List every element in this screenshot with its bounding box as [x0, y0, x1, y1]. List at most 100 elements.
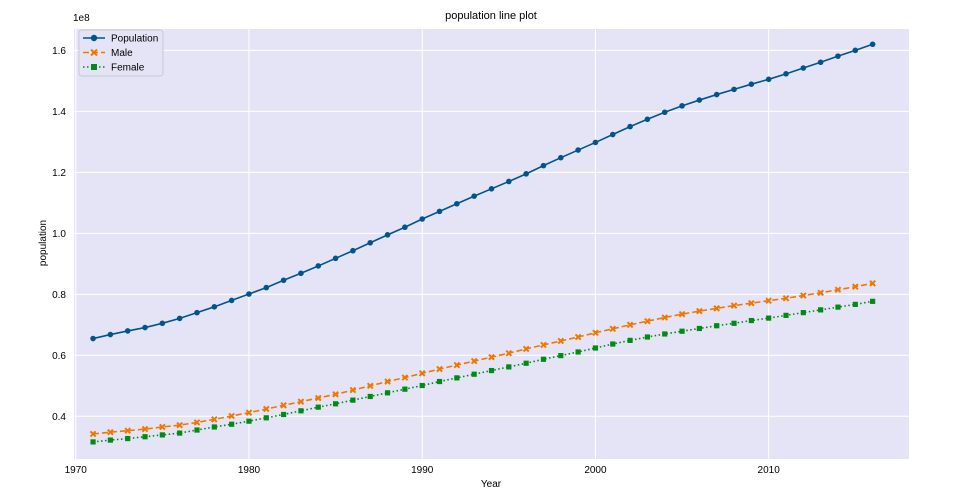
data-point-male [332, 391, 339, 398]
data-point-male [522, 345, 530, 353]
data-point-population [592, 139, 599, 146]
data-point-female [315, 404, 321, 410]
y-gridlines [74, 49, 909, 417]
data-point-population [731, 86, 737, 93]
legend-item-population: Population [83, 34, 158, 45]
data-point-population [506, 178, 512, 185]
data-point-male [176, 421, 183, 429]
data-point-male [124, 427, 132, 434]
data-point-female [488, 367, 495, 374]
data-point-female [263, 415, 269, 421]
data-point-female [783, 312, 789, 318]
data-point-population [280, 277, 287, 284]
data-point-population [90, 335, 96, 342]
data-point-male [817, 289, 824, 297]
data-point-male [349, 386, 357, 394]
data-point-male [141, 425, 149, 433]
legend-label-female: Female [111, 63, 145, 74]
data-point-male [834, 286, 842, 294]
data-point-male [297, 398, 305, 405]
data-point-female [229, 421, 235, 427]
data-point-female [402, 386, 408, 392]
data-point-female [523, 360, 529, 366]
legend-label-male: Male [111, 48, 133, 59]
data-point-male [401, 374, 409, 381]
data-point-male [245, 409, 253, 416]
data-point-legend-female [91, 64, 97, 70]
data-point-population [523, 171, 529, 177]
data-point-female [540, 356, 547, 362]
data-point-female [194, 427, 200, 433]
y-axis-label: population [38, 220, 49, 266]
data-point-male [730, 302, 738, 309]
data-point-male [574, 333, 582, 341]
data-point-population [315, 263, 322, 269]
data-point-population [419, 216, 426, 222]
data-point-female [350, 397, 356, 403]
data-point-male [626, 321, 634, 329]
data-point-male [748, 299, 755, 307]
data-point-population [488, 186, 495, 192]
data-point-male [540, 341, 547, 349]
data-point-male [644, 317, 651, 325]
data-point-population [661, 109, 668, 116]
data-point-female [367, 393, 373, 400]
data-point-female [696, 325, 702, 332]
y-offset-label: 1e8 [73, 13, 90, 24]
data-point-male [418, 369, 426, 377]
data-point-female [714, 323, 720, 329]
legend-item-male: Male [83, 48, 133, 59]
y-tick-label: 1.6 [52, 46, 66, 57]
data-point-male [488, 353, 495, 361]
data-point-female [454, 375, 460, 381]
data-point-female [852, 301, 858, 307]
data-point-male [453, 361, 461, 369]
data-point-male [470, 357, 478, 365]
data-point-population [142, 324, 148, 331]
data-point-population [159, 320, 166, 327]
data-point-male [505, 349, 513, 357]
data-point-female [298, 408, 304, 414]
data-point-population [609, 131, 616, 138]
data-point-legend-population [90, 34, 98, 42]
data-point-population [471, 193, 477, 199]
data-point-female [835, 304, 841, 310]
data-point-female [627, 337, 633, 343]
data-point-male [262, 405, 270, 413]
x-tick-label: 1980 [238, 465, 261, 476]
data-point-population [575, 147, 581, 153]
data-point-population [800, 65, 807, 71]
data-point-male [280, 402, 287, 409]
data-point-male [107, 428, 114, 436]
data-point-male [800, 292, 807, 299]
data-point-population [817, 59, 824, 66]
data-point-population [627, 123, 633, 130]
data-point-population [436, 208, 443, 215]
data-point-male [696, 307, 703, 315]
data-point-female [177, 430, 183, 436]
data-point-female [592, 345, 599, 351]
data-point-male [869, 280, 876, 287]
data-point-male [765, 297, 772, 305]
data-point-population [211, 304, 218, 310]
data-point-female [419, 382, 425, 389]
y-tick-label: 1.4 [52, 107, 66, 118]
data-point-female [211, 424, 217, 430]
x-axis-label: Year [481, 479, 502, 490]
data-point-population [246, 291, 252, 297]
data-point-female [558, 353, 564, 359]
data-point-population [332, 255, 339, 262]
legend-item-female: Female [83, 63, 145, 74]
data-point-male [713, 305, 721, 312]
data-point-population [454, 200, 460, 207]
data-point-female [384, 390, 391, 396]
data-point-population [696, 97, 703, 103]
legend: Population Male Female [78, 29, 164, 77]
plot-area [74, 29, 909, 459]
data-point-male [661, 314, 669, 321]
series-line-population [92, 43, 873, 340]
data-point-male [384, 378, 391, 385]
data-point-population [852, 47, 859, 54]
